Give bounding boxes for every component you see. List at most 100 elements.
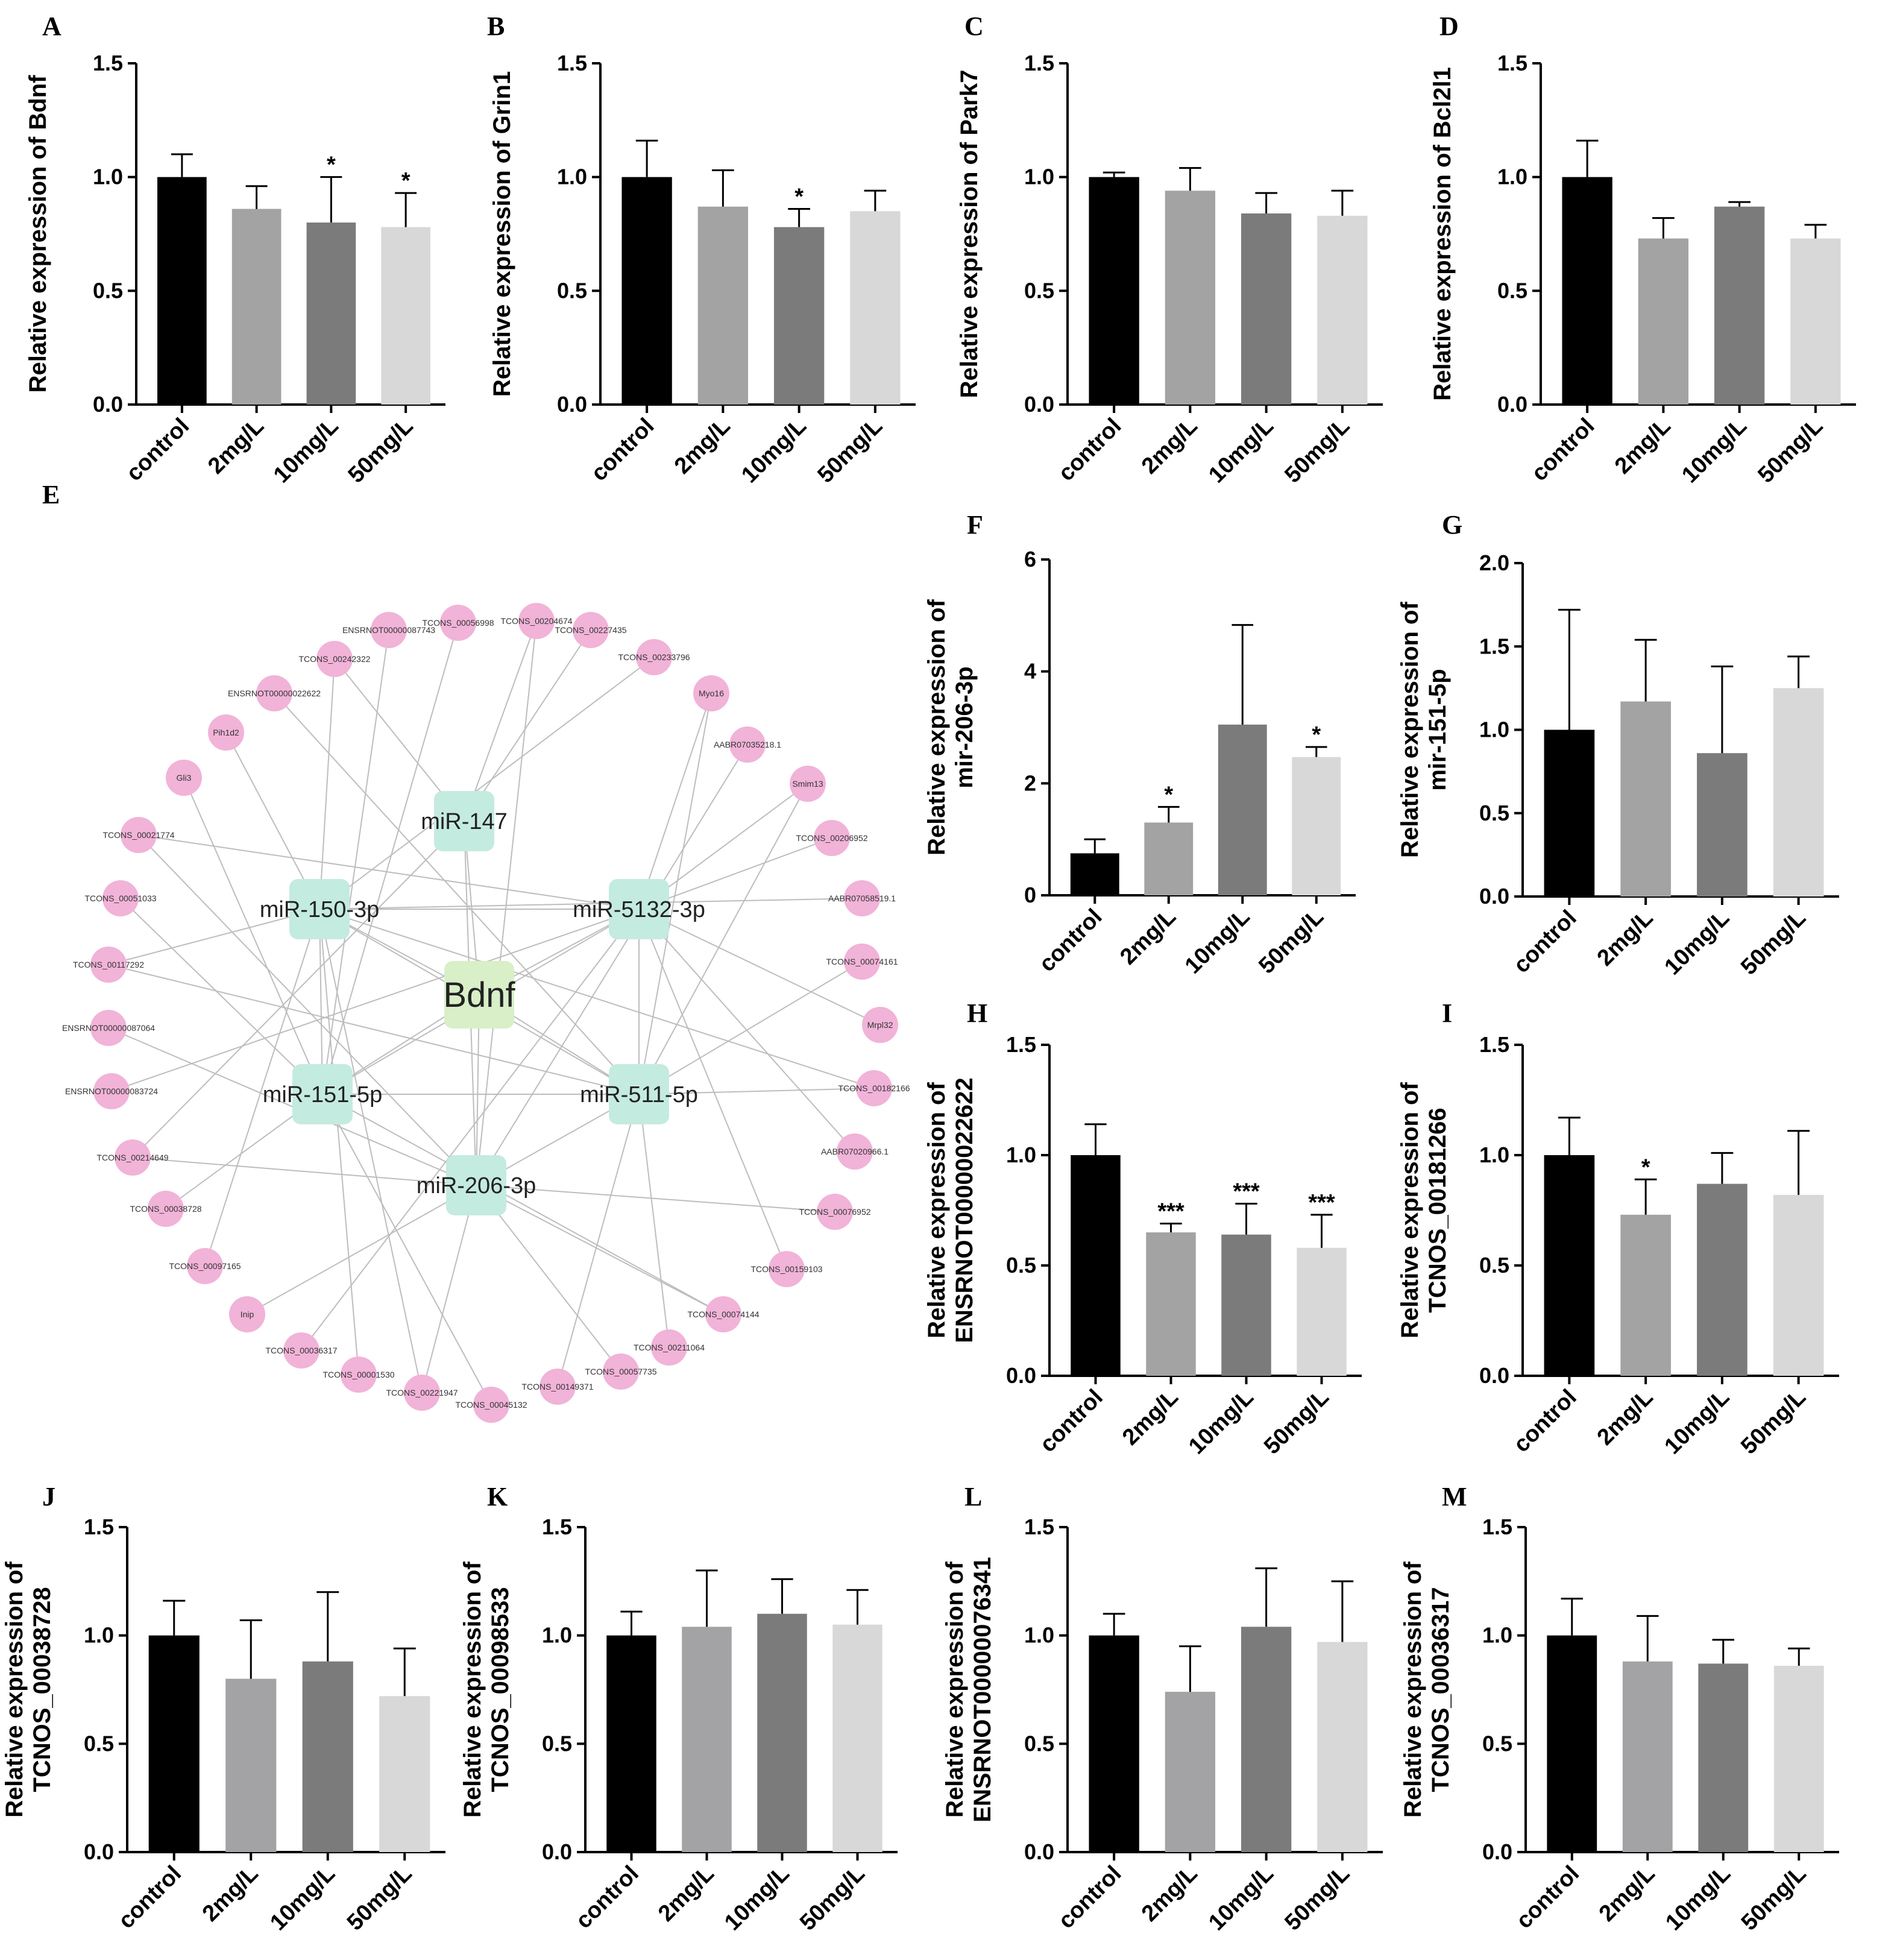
network-edge [464, 620, 537, 822]
target-node-label: TCONS_00057735 [585, 1367, 656, 1376]
y-tick-label: 1.5 [1006, 1032, 1036, 1057]
target-node [187, 1248, 223, 1284]
target-node-label: TCONS_00051033 [84, 893, 156, 903]
category-label: control [113, 1861, 186, 1934]
y-tick-label: 1.5 [1479, 634, 1509, 658]
network-edge [638, 693, 712, 1095]
bar-control [1544, 1155, 1595, 1376]
y-tick-label: 0.0 [1024, 1839, 1054, 1864]
chart-b: B 0.0 0.5 1.0 1.5 Relative expression of Grin… [487, 11, 916, 488]
panel-letter: H [967, 998, 987, 1028]
network-edge [638, 909, 881, 1026]
category-label: control [1054, 1861, 1127, 1934]
target-node-label: TCONS_00211064 [634, 1343, 705, 1352]
bar-2mg-L [697, 206, 749, 405]
target-node [115, 1139, 151, 1176]
bar-control [1070, 853, 1119, 895]
target-node-label: TCONS_00001530 [322, 1370, 394, 1379]
target-node-label: Smim13 [792, 779, 823, 789]
target-node-label: TCONS_00233796 [618, 652, 690, 662]
category-label: control [1511, 1861, 1584, 1934]
category-label: control [1034, 904, 1107, 977]
mirna-node-label: miR-5132-3p [573, 897, 705, 922]
bar-10mg-L [1221, 1234, 1271, 1376]
bar-10mg-L [306, 222, 356, 405]
target-node [93, 1073, 130, 1109]
hub-node-label: Bdnf [443, 975, 515, 1015]
bar-50mg-L [850, 211, 901, 405]
chart-l: L 0.0 0.5 1.0 1.5 Relative expression ofENSRN… [942, 1482, 1383, 1935]
chart-i: I 0.0 0.5 1.0 1.5 Relative expression ofTCNOS… [1397, 998, 1839, 1459]
chart-f: F 0 2 4 6 Relative expression ofmir-206-3p con… [923, 510, 1356, 978]
category-label: 10mg/L [1661, 1861, 1735, 1936]
bar-control [1089, 1635, 1139, 1852]
chart-h: H 0.0 0.5 1.0 1.5 Relative expression ofENSRN… [923, 998, 1362, 1459]
target-node [573, 612, 609, 648]
network-edges [108, 620, 881, 1405]
category-label: control [1509, 906, 1582, 978]
target-node [693, 675, 729, 711]
network-edge [322, 629, 389, 1095]
network-edge [138, 834, 477, 1186]
y-tick-label: 0.5 [1006, 1253, 1036, 1278]
target-node-label: TCONS_00074161 [826, 957, 898, 966]
target-node-label: TCONS_00097165 [169, 1261, 241, 1271]
network-edge [638, 1088, 875, 1095]
y-tick-label: 0.5 [1479, 801, 1509, 825]
target-node [817, 1194, 853, 1230]
target-node [814, 820, 850, 856]
mirna-node [609, 1064, 669, 1124]
network-edge [476, 1185, 724, 1315]
chart-c: C 0.0 0.5 1.0 1.5 Relative expression of Park… [956, 11, 1383, 488]
y-tick-label: 0.0 [1024, 392, 1054, 417]
network-edge [108, 964, 640, 1095]
y-axis-title-line: Relative expression of [923, 599, 950, 856]
bar-50mg-L [1317, 215, 1368, 405]
y-axis-title-line: Relative expression of [1397, 602, 1423, 858]
target-node [603, 1353, 639, 1390]
category-label: 10mg/L [265, 1861, 340, 1936]
bar-50mg-L [1790, 238, 1841, 405]
network-edge [638, 1094, 670, 1348]
bar-control [1071, 1155, 1121, 1376]
y-axis-title: Relative expression ofENSRNOT00000022622 [923, 1077, 978, 1343]
category-label: 2mg/L [653, 1861, 719, 1927]
y-axis-title: Relative expression of Bdnf [25, 75, 51, 392]
mirna-node-label: miR-147 [421, 809, 508, 834]
significance-marker: *** [1308, 1190, 1335, 1215]
target-node-label: ENSRNOT00000083724 [65, 1086, 158, 1096]
hub-node [444, 961, 514, 1029]
target-node [404, 1375, 440, 1411]
y-tick-label: 1.5 [1479, 1032, 1509, 1057]
target-node-label: TCONS_00149371 [521, 1382, 593, 1391]
mirna-node [609, 879, 669, 939]
mirna-node-label: miR-151-5p [263, 1082, 383, 1108]
target-node-label: TCONS_00182166 [838, 1083, 910, 1093]
network-edge [557, 1094, 640, 1387]
network-edge [319, 898, 863, 910]
bar-control [621, 177, 672, 405]
target-node-label: ENSRNOT00000087743 [342, 625, 435, 635]
target-node-label: TCONS_00159103 [750, 1264, 822, 1274]
bar-10mg-L [757, 1613, 807, 1852]
category-label: 2mg/L [198, 1861, 263, 1927]
y-tick-label: 1.0 [1006, 1142, 1036, 1167]
y-tick-label: 1.0 [1024, 1623, 1054, 1648]
target-node [283, 1332, 319, 1369]
y-axis-title-line: Relative expression of [942, 1561, 968, 1818]
network-edge [638, 693, 712, 910]
mirna-node [434, 791, 494, 851]
target-node [166, 760, 202, 796]
target-node [636, 639, 672, 675]
y-tick-label: 1.5 [542, 1514, 572, 1539]
bar-2mg-L [682, 1627, 732, 1852]
category-label: 50mg/L [1280, 1861, 1354, 1936]
y-axis-title: Relative expression of Bcl2l1 [1429, 67, 1456, 401]
bar-10mg-L [1714, 206, 1765, 405]
category-label: control [1509, 1385, 1582, 1458]
bar-control [1089, 177, 1139, 405]
y-axis-title-line: Relative expression of Park7 [956, 70, 983, 399]
target-node [790, 766, 826, 802]
y-tick-label: 0.5 [542, 1731, 572, 1756]
target-node-label: AABR07058519.1 [828, 893, 896, 903]
